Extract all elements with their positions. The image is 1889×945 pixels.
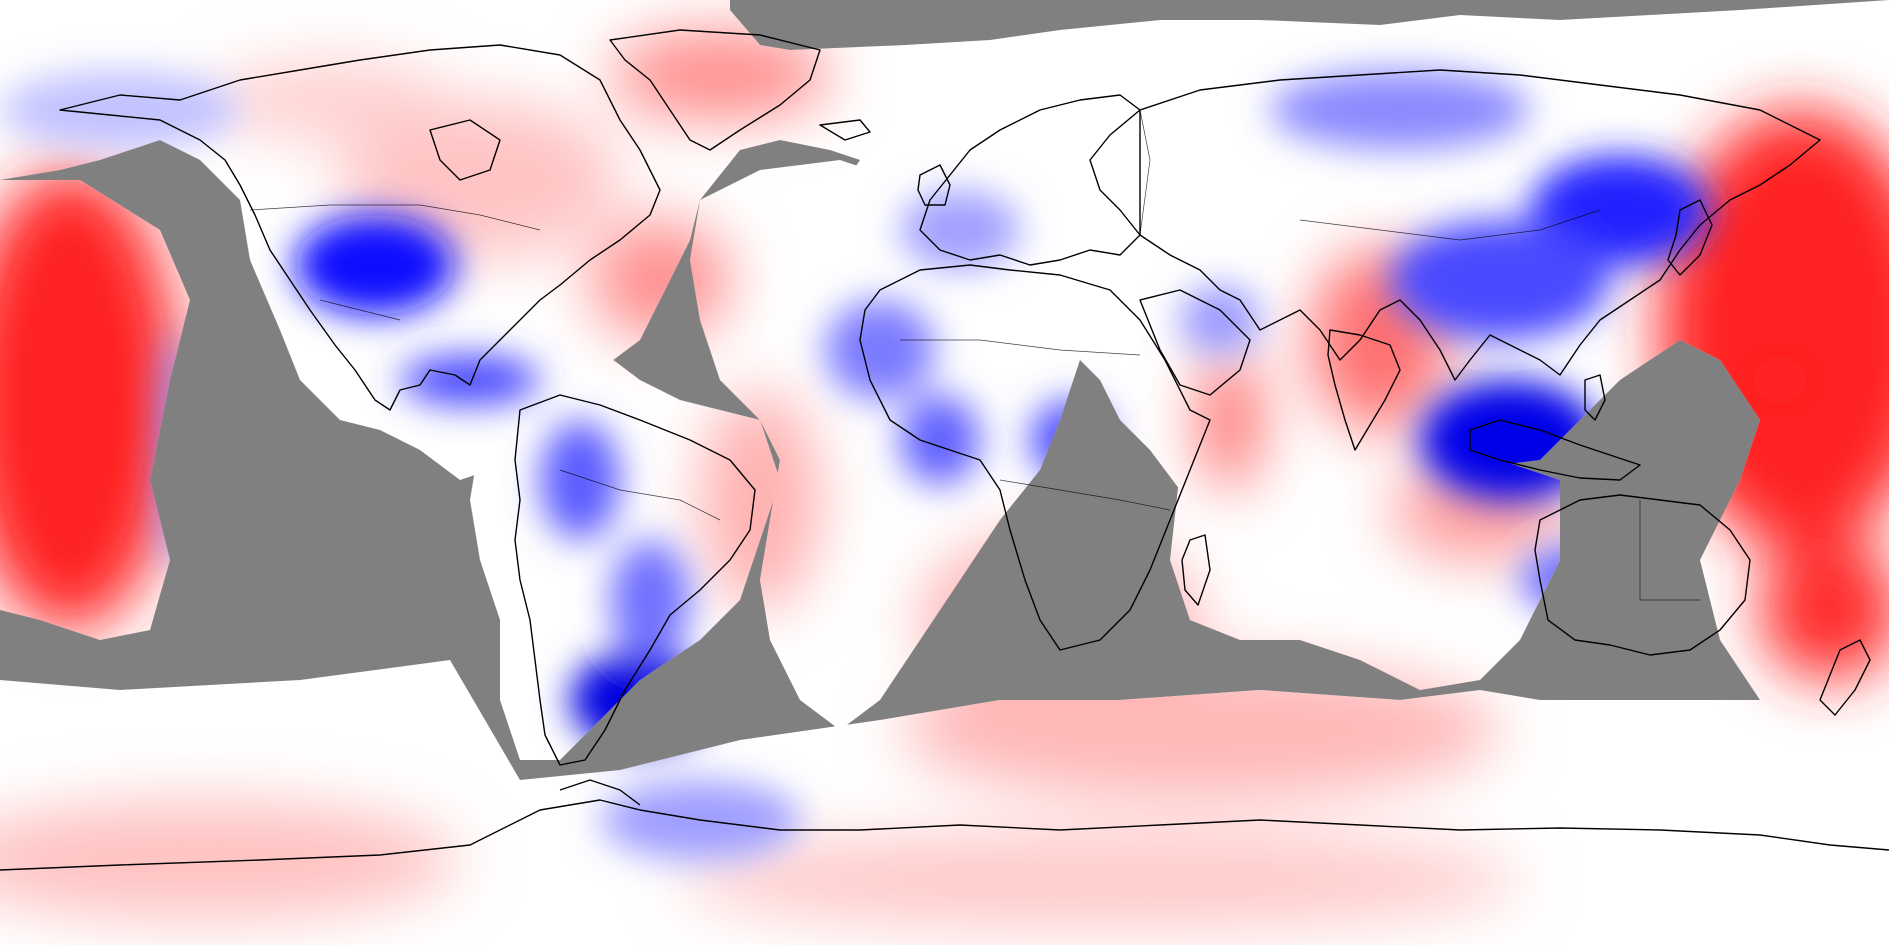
positive-anomalies xyxy=(0,30,1889,930)
coastline-uk xyxy=(917,164,951,206)
coastlines xyxy=(0,29,1889,871)
coastline-south-america xyxy=(514,394,756,766)
anomaly-south-america-west xyxy=(540,420,620,540)
coastline-hudson-bay xyxy=(429,119,501,181)
anomaly-north-america-west xyxy=(295,215,455,315)
border-africa-north xyxy=(900,339,1141,356)
anomaly-antarctic-east xyxy=(680,830,1520,930)
coastline-africa xyxy=(859,264,1211,651)
anomaly-canada-west xyxy=(210,60,450,140)
coastline-antarctica xyxy=(0,799,1889,871)
anomaly-north-america-northeast xyxy=(340,100,620,260)
anomaly-antarctic-west xyxy=(0,800,460,920)
anomaly-new-zealand xyxy=(1760,540,1889,680)
anomaly-pacific-fill xyxy=(1760,370,1800,390)
anomaly-north-pacific xyxy=(0,170,180,630)
border-us-canada xyxy=(249,204,541,231)
coastline-north-america xyxy=(59,44,661,411)
border-africa-south xyxy=(999,479,1171,511)
anomaly-alaska xyxy=(0,70,240,150)
anomaly-arabia xyxy=(1180,285,1260,355)
anomaly-central-africa-west xyxy=(900,395,980,485)
negative-anomalies xyxy=(0,70,1800,860)
anomaly-indian-ocean-west xyxy=(1200,350,1260,490)
coastline-new-zealand xyxy=(1819,639,1871,716)
border-europe-asia xyxy=(1139,109,1151,236)
coastline-antarctic-peninsula xyxy=(559,779,641,806)
anomaly-argentina xyxy=(610,540,690,660)
anomaly-central-america xyxy=(400,355,540,405)
coastline-india xyxy=(1327,329,1401,451)
coastline-japan xyxy=(1667,199,1713,276)
coastline-greenland xyxy=(609,29,821,151)
country-borders xyxy=(249,109,1700,601)
border-south-america xyxy=(559,469,721,521)
anomaly-south-atlantic-coast xyxy=(700,390,820,610)
coastline-asia xyxy=(1139,69,1821,381)
coastline-arabia xyxy=(1139,289,1251,396)
coastline-australia xyxy=(1534,494,1751,656)
coastline-indonesia xyxy=(1469,419,1641,481)
border-china xyxy=(1299,209,1601,241)
coastline-europe xyxy=(919,94,1141,266)
coastline-iceland xyxy=(819,119,871,141)
border-australia xyxy=(1639,500,1700,601)
border-us-mexico xyxy=(319,299,401,321)
coastline-philippines xyxy=(1584,374,1606,421)
coastline-madagascar xyxy=(1181,534,1211,606)
anomaly-sahel xyxy=(825,300,935,400)
anomaly-siberia xyxy=(1270,70,1530,150)
anomaly-mediterranean xyxy=(900,190,1020,270)
anomaly-china xyxy=(1390,220,1610,340)
anomaly-greenland xyxy=(610,30,830,120)
